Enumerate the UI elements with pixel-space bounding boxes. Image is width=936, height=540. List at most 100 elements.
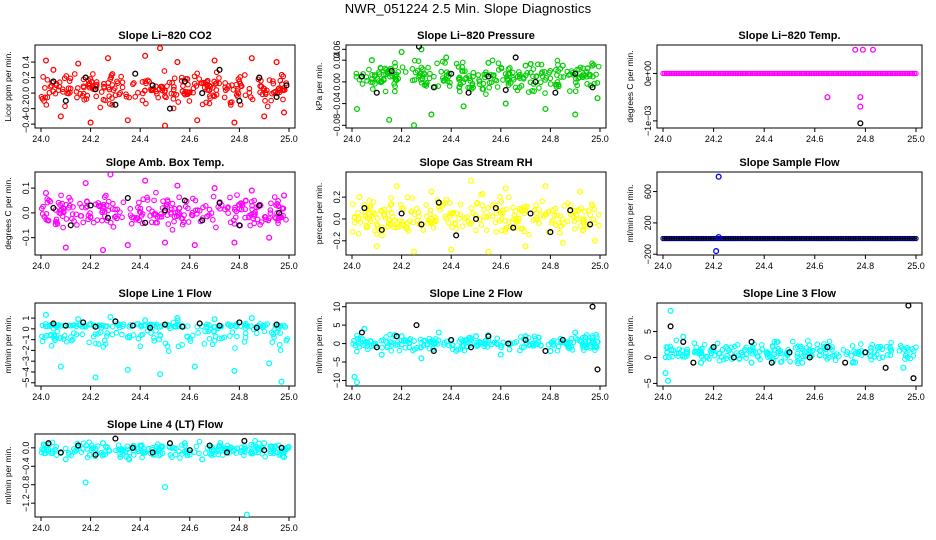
data-point (578, 205, 584, 211)
data-point (557, 229, 563, 236)
data-point (689, 70, 695, 77)
data-point (695, 237, 698, 240)
data-point (911, 70, 917, 77)
marks (39, 311, 291, 385)
data-point (868, 356, 875, 363)
data-point (151, 337, 158, 344)
plot-frame (34, 302, 296, 387)
data-point (462, 68, 468, 74)
data-point (741, 237, 744, 240)
data-point (494, 335, 501, 342)
marks (350, 303, 601, 386)
data-point (267, 207, 274, 213)
data-point (164, 83, 170, 89)
data-point (80, 90, 87, 97)
flagged-point (181, 197, 188, 204)
flagged-point (748, 338, 755, 345)
data-point (430, 224, 437, 231)
flagged-point (124, 194, 131, 202)
data-point (179, 221, 186, 228)
data-point (267, 210, 274, 216)
data-point (159, 450, 166, 457)
data-point (38, 93, 45, 100)
data-point (872, 237, 875, 240)
data-point (889, 70, 896, 77)
data-point (221, 94, 228, 101)
x-tick-label: 24.2 (82, 392, 100, 402)
data-point (385, 206, 392, 213)
data-point (486, 79, 493, 86)
flagged-point (253, 324, 260, 331)
data-point (42, 57, 50, 64)
data-point (373, 243, 380, 250)
data-point (351, 373, 358, 380)
data-point (808, 237, 811, 240)
data-point (874, 70, 880, 77)
y-tick-label: −5 (332, 357, 342, 367)
data-point (269, 339, 276, 346)
flagged-point (142, 219, 149, 226)
data-point (379, 232, 385, 239)
data-point (53, 324, 60, 330)
data-point (71, 218, 77, 224)
flagged-point (857, 120, 864, 127)
data-point (277, 330, 283, 337)
data-point (353, 105, 361, 113)
data-point (802, 70, 808, 77)
y-tick-label: 0.4 (21, 56, 31, 69)
data-point (828, 237, 832, 240)
data-point (502, 226, 509, 232)
flagged-point (104, 214, 112, 221)
data-point (761, 70, 767, 77)
data-point (414, 67, 421, 74)
data-point (196, 207, 203, 214)
data-point (742, 70, 749, 77)
data-point (852, 70, 858, 77)
x-tick-label: 24.2 (705, 134, 723, 144)
data-point (379, 344, 385, 351)
data-point (351, 219, 358, 226)
data-point (849, 343, 856, 349)
data-point (732, 237, 735, 240)
flagged-point (57, 449, 64, 456)
data-point (48, 342, 55, 349)
flagged-point (768, 359, 775, 366)
data-point (167, 452, 174, 458)
data-point (62, 456, 69, 463)
x-tick-label: 24.8 (231, 134, 249, 144)
flagged-point (161, 207, 169, 214)
data-point (768, 70, 774, 77)
data-point (42, 190, 50, 197)
panel-title: Slope Line 1 Flow (119, 288, 212, 300)
y-tick-label: −0.04 (332, 92, 342, 115)
y-tick-label: 200 (643, 215, 653, 230)
data-point (667, 307, 674, 314)
data-point (842, 70, 848, 77)
data-point (184, 323, 191, 329)
data-point (409, 195, 416, 201)
data-point (473, 227, 479, 234)
y-tick-label: 0.04 (332, 51, 342, 69)
flagged-point (453, 232, 460, 239)
data-point (520, 344, 527, 351)
data-point (801, 349, 808, 356)
data-point (58, 192, 64, 199)
data-point (406, 339, 413, 346)
data-point (150, 85, 157, 92)
data-point (844, 70, 850, 77)
data-point (731, 70, 737, 77)
data-point (739, 70, 745, 77)
flagged-point (112, 101, 119, 108)
data-point (230, 217, 237, 224)
data-point (729, 237, 732, 240)
data-point (837, 237, 840, 240)
data-point (437, 201, 443, 207)
data-point (135, 204, 141, 211)
data-point (98, 322, 104, 329)
flagged-point (179, 323, 186, 330)
data-point (242, 206, 249, 213)
data-point (462, 76, 468, 83)
data-point (483, 214, 490, 221)
data-point (71, 448, 78, 455)
data-point (687, 237, 690, 240)
